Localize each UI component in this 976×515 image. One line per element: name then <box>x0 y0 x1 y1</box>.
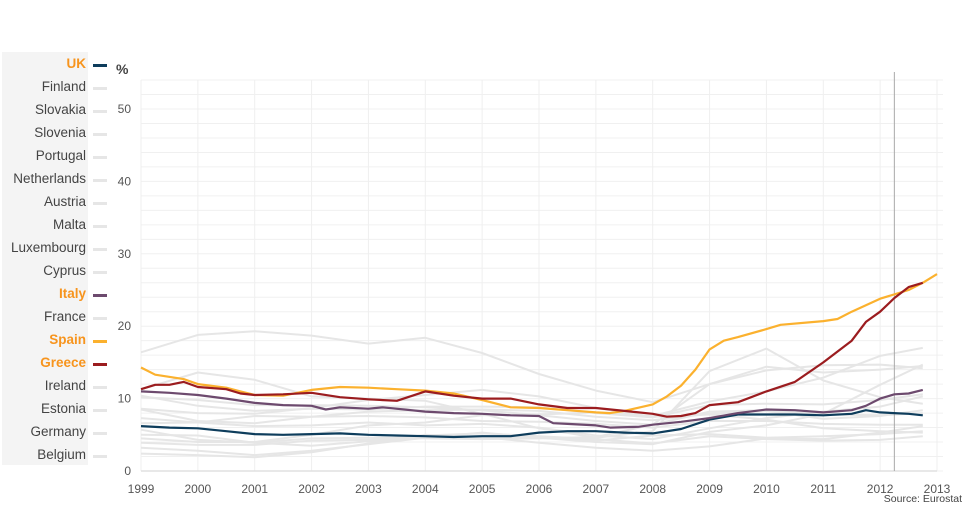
legend-label: Luxembourg <box>10 240 86 255</box>
y-tick-label: 20 <box>118 319 132 333</box>
x-tick-label: 2007 <box>583 482 610 496</box>
legend-swatch <box>93 317 107 320</box>
legend-label: Spain <box>49 332 86 347</box>
y-tick-label: 10 <box>118 392 132 406</box>
legend-label: Slovenia <box>34 125 86 140</box>
legend-swatch <box>93 409 107 412</box>
series-line-belgium <box>140 408 923 425</box>
legend-label: Estonia <box>40 401 86 416</box>
series-line-italy <box>140 388 924 429</box>
legend-item-portugal[interactable]: Portugal <box>2 146 114 166</box>
legend-swatch <box>93 133 107 136</box>
y-tick-label: 50 <box>118 102 132 116</box>
legend-label: Netherlands <box>13 171 86 186</box>
legend-item-ireland[interactable]: Ireland <box>2 376 114 396</box>
legend-item-cyprus[interactable]: Cyprus <box>2 261 114 281</box>
x-tick-label: 2005 <box>469 482 496 496</box>
legend-item-austria[interactable]: Austria <box>2 192 114 212</box>
legend-swatch <box>93 271 107 274</box>
legend-label: France <box>43 309 86 324</box>
x-tick-label: 2004 <box>412 482 439 496</box>
legend-label: Ireland <box>44 378 86 393</box>
x-tick-label: 2006 <box>526 482 553 496</box>
x-tick-label: 2013 <box>924 482 951 496</box>
legend-item-spain[interactable]: Spain <box>2 330 114 350</box>
legend-item-france[interactable]: France <box>2 307 114 327</box>
legend-item-malta[interactable]: Malta <box>2 215 114 235</box>
series-line-portugal <box>140 346 923 443</box>
legend: UK Finland Slovakia Slovenia Portugal Netherl… <box>2 52 107 465</box>
legend-swatch <box>93 386 107 389</box>
legend-item-slovakia[interactable]: Slovakia <box>2 100 114 120</box>
legend-swatch <box>93 156 107 159</box>
legend-swatch <box>93 87 107 90</box>
y-tick-label: 0 <box>124 464 131 478</box>
legend-swatch <box>93 248 107 251</box>
y-tick-label: 30 <box>118 247 132 261</box>
legend-item-belgium[interactable]: Belgium <box>2 445 114 465</box>
legend-label: Portugal <box>35 148 86 163</box>
legend-label: Germany <box>30 424 86 439</box>
y-tick-label: 40 <box>118 174 132 188</box>
x-tick-label: 2008 <box>639 482 666 496</box>
legend-item-netherlands[interactable]: Netherlands <box>2 169 114 189</box>
legend-swatch <box>93 340 107 343</box>
legend-label: Malta <box>52 217 86 232</box>
legend-label: Belgium <box>37 447 86 462</box>
legend-label: Italy <box>58 286 86 301</box>
x-tick-label: 2011 <box>810 482 836 496</box>
legend-label: UK <box>66 56 87 71</box>
source-note: Source: Eurostat <box>884 493 962 505</box>
legend-label: Finland <box>41 79 86 94</box>
series-line-greece <box>140 281 924 418</box>
series-line-malta <box>140 415 923 429</box>
x-tick-label: 2002 <box>298 482 325 496</box>
legend-swatch <box>93 455 107 458</box>
x-tick-label: 2000 <box>185 482 212 496</box>
legend-item-italy[interactable]: Italy <box>2 284 114 304</box>
legend-swatch <box>93 110 107 113</box>
legend-item-slovenia[interactable]: Slovenia <box>2 123 114 143</box>
legend-item-germany[interactable]: Germany <box>2 422 114 442</box>
series-line-germany <box>140 388 923 434</box>
legend-item-greece[interactable]: Greece <box>2 353 114 373</box>
legend-label: Slovakia <box>34 102 86 117</box>
x-tick-label: 2009 <box>696 482 723 496</box>
series-line-ireland <box>140 363 923 444</box>
x-tick-label: 2003 <box>355 482 382 496</box>
legend-item-uk[interactable]: UK <box>2 54 114 74</box>
legend-label: Austria <box>43 194 86 209</box>
x-tick-label: 2012 <box>867 482 894 496</box>
legend-swatch <box>93 432 107 435</box>
legend-swatch <box>93 179 107 182</box>
series-line-uk <box>140 409 923 439</box>
x-tick-label: 2010 <box>753 482 780 496</box>
legend-label: Cyprus <box>43 263 86 278</box>
x-tick-label: 1999 <box>128 482 155 496</box>
x-tick-label: 2001 <box>241 482 268 496</box>
legend-item-luxembourg[interactable]: Luxembourg <box>2 238 114 258</box>
legend-swatch <box>93 225 107 228</box>
legend-item-finland[interactable]: Finland <box>2 77 114 97</box>
legend-swatch <box>93 64 107 67</box>
series-line-estonia <box>140 347 923 439</box>
legend-swatch <box>93 363 107 366</box>
y-axis-unit: % <box>116 61 129 77</box>
series-line-netherlands <box>140 425 923 457</box>
legend-item-estonia[interactable]: Estonia <box>2 399 114 419</box>
legend-swatch <box>93 294 107 297</box>
legend-swatch <box>93 202 107 205</box>
legend-label: Greece <box>40 355 86 370</box>
